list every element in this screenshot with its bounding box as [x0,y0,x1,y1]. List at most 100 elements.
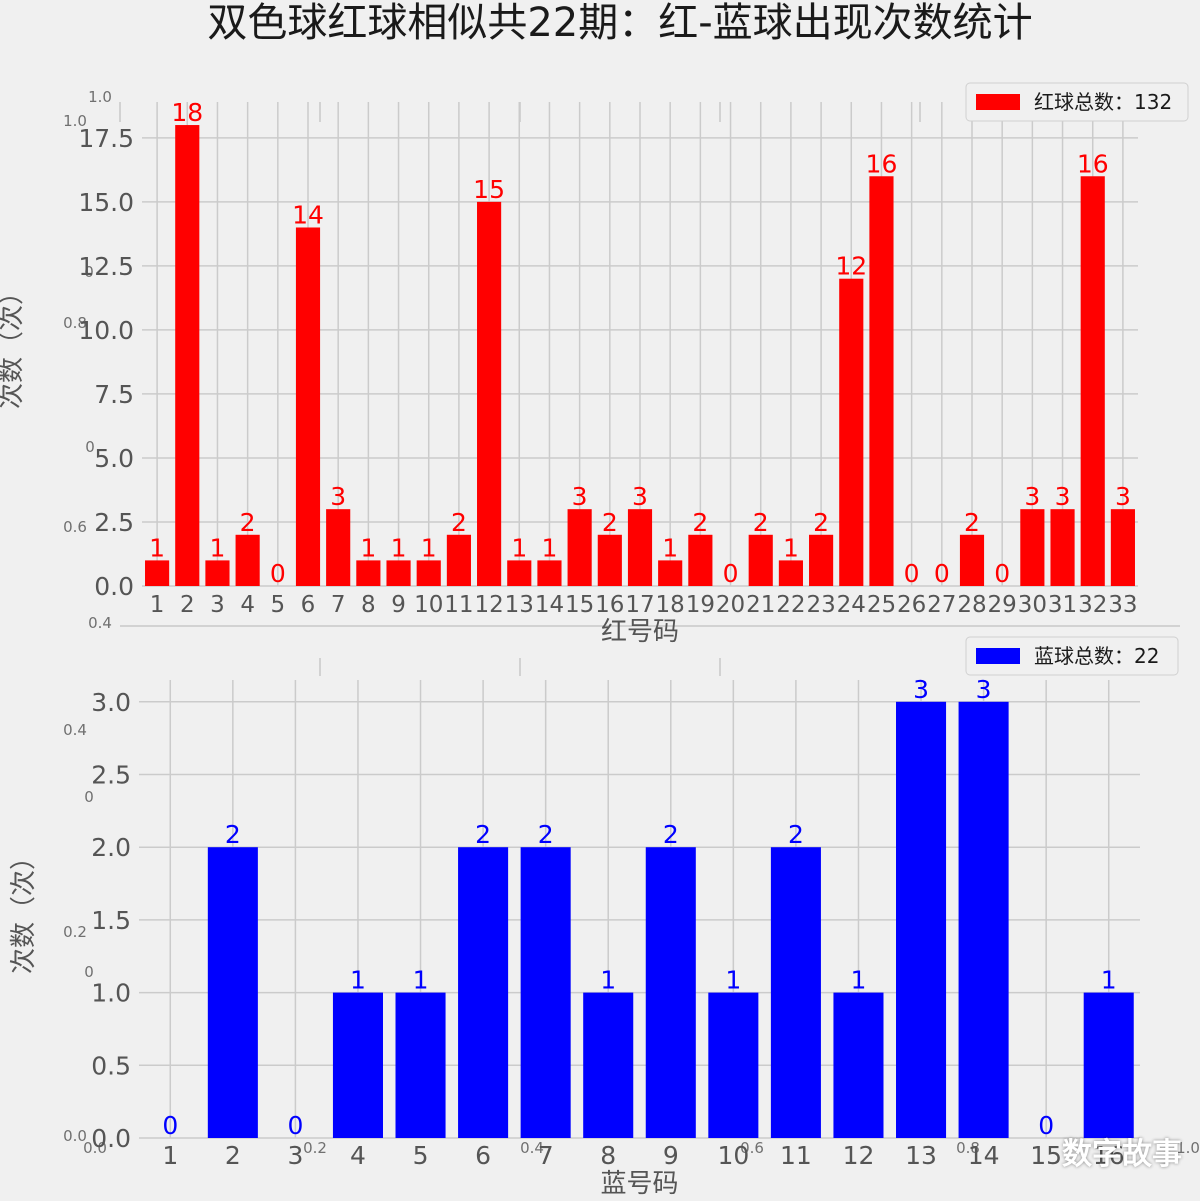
bar [477,201,502,586]
bar-value-label: 2 [451,508,467,537]
y-tick-label: 2.5 [94,508,134,537]
bar [748,534,773,586]
ghost-tick-label: 0.2 [63,923,87,941]
x-tick-label: 5 [413,1141,429,1170]
bar [326,509,351,586]
x-tick-label: 12 [843,1141,875,1170]
x-tick-label: 11 [780,1141,812,1170]
bar-value-label: 3 [632,482,648,511]
bar [645,847,696,1138]
bar-value-label: 2 [225,820,241,849]
bar-value-label: 3 [572,482,588,511]
bar-value-label: 1 [421,533,437,562]
legend-swatch [976,648,1020,664]
x-tick-label: 6 [475,1141,491,1170]
bar [833,992,884,1138]
bar-value-label: 1 [662,533,678,562]
x-tick-label: 4 [350,1141,366,1170]
bar-value-label: 14 [292,200,324,229]
x-tick-label: 2 [225,1141,241,1170]
bar [778,560,803,586]
bar-value-label: 18 [171,98,203,127]
bar-value-label: 15 [473,175,505,204]
x-tick-label: 22 [776,592,805,618]
bar-value-label: 0 [934,559,950,588]
ghost-tick-label: 0.6 [63,518,87,536]
x-tick-label: 30 [1018,592,1047,618]
bar-value-label: 2 [813,508,829,537]
x-tick-label: 16 [1093,1141,1125,1170]
bar [295,227,321,586]
x-tick-label: 29 [988,592,1017,618]
bar [520,847,571,1138]
bar [770,847,821,1138]
bar [205,560,230,586]
bar-value-label: 1 [511,533,527,562]
legend-label: 红球总数：132 [1034,90,1172,114]
ghost-tick-label: 0.8 [63,314,87,332]
x-tick-label: 2 [180,592,195,618]
x-tick-label: 25 [867,592,896,618]
bar [175,125,200,587]
chart-title: 双色球红球相似共22期：红-蓝球出现次数统计 [207,0,1032,46]
x-tick-label: 1 [162,1141,178,1170]
red-ball-chart: 0.02.55.07.510.012.515.017.5111821324051… [0,82,1189,647]
x-tick-label: 24 [837,592,866,618]
bar-value-label: 0 [994,559,1010,588]
bar-value-label: 1 [210,533,226,562]
x-tick-label: 21 [746,592,775,618]
x-tick-label: 8 [600,1141,616,1170]
bar-value-label: 0 [1038,1111,1054,1140]
legend-swatch [976,94,1020,110]
bar [1020,509,1045,586]
ghost-tick-label: 0 [84,263,94,281]
x-tick-label: 33 [1108,592,1137,618]
legend-box [965,636,1179,676]
bar [446,534,471,586]
x-tick-label: 32 [1078,592,1107,618]
x-tick-label: 16 [595,592,624,618]
x-tick-label: 13 [905,1141,937,1170]
bar-value-label: 1 [600,966,616,995]
ghost-tick-label: 1.0 [63,112,87,130]
bar-value-label: 16 [1077,149,1109,178]
y-tick-label: 1.5 [91,906,131,935]
bar-value-label: 0 [162,1111,178,1140]
bar [416,560,441,586]
bar-value-label: 1 [725,966,741,995]
ghost-tick-label: 0.8 [956,1139,980,1157]
ghost-axis-layer: 1.01.000.800.60.40.400.200.00.0 0.2 0.4 0.6… [63,88,1200,1157]
x-tick-label: 20 [716,592,745,618]
ghost-tick-label: 0.4 [63,721,87,739]
x-tick-label: 11 [444,592,473,618]
x-tick-label: 13 [505,592,534,618]
bar-value-label: 1 [783,533,799,562]
watermark-text: 数字故事 [1062,1137,1182,1172]
y-tick-label: 0.5 [91,1051,131,1080]
bar-value-label: 1 [360,533,376,562]
bar-value-label: 1 [542,533,558,562]
bar [507,560,532,586]
bar-value-label: 1 [1101,966,1117,995]
bar [809,534,834,586]
bar-value-label: 1 [391,533,407,562]
y-tick-label: 7.5 [94,380,134,409]
y-tick-label: 1.0 [91,979,131,1008]
x-axis-label: 红号码 [601,617,679,647]
bar [356,560,381,586]
bar [869,176,894,586]
ghost-tick-label: 0.6 [740,1139,764,1157]
x-tick-label: 4 [240,592,255,618]
bar [458,847,509,1138]
y-tick-label: 17.5 [78,124,134,153]
y-tick-label: 0.0 [91,1124,131,1153]
bar-value-label: 2 [475,820,491,849]
y-tick-label: 10.0 [78,316,134,345]
x-tick-label: 10 [717,1141,749,1170]
bar [958,701,1009,1138]
bar-value-label: 3 [1055,482,1071,511]
blue-ball-chart: 0.00.51.01.52.02.53.00122031415262718291… [9,636,1179,1199]
bar-value-label: 0 [270,559,286,588]
x-tick-label: 7 [538,1141,554,1170]
